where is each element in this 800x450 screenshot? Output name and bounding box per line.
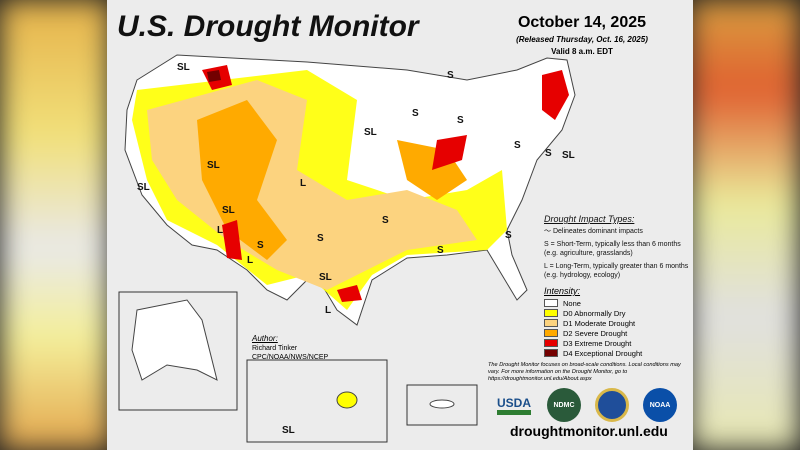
drought-map-frame: U.S. Drought Monitor October 14, 2025 (R…: [107, 0, 693, 450]
release-date: (Released Thursday, Oct. 16, 2025): [516, 35, 648, 44]
swatch: [544, 329, 558, 337]
hawaii-inset: [246, 359, 388, 443]
map-label: S: [447, 70, 454, 81]
map-label: SL: [222, 205, 235, 216]
map-label: S: [257, 240, 264, 251]
legend-item: D2 Severe Drought: [544, 328, 642, 338]
author-heading: Author:: [252, 334, 278, 343]
legend-label: D4 Exceptional Drought: [563, 348, 643, 358]
hawaii-islands: [336, 391, 358, 409]
intensity-title: Intensity:: [544, 286, 581, 296]
impact-long-term: L = Long-Term, typically greater than 6 …: [544, 263, 689, 279]
us-drought-map: [118, 54, 576, 443]
impact-line-icon: 〜: [544, 228, 553, 235]
valid-time: Valid 8 a.m. EDT: [551, 47, 613, 56]
map-label: SL: [207, 160, 220, 171]
swatch: [544, 309, 558, 317]
legend-item: None: [544, 298, 642, 308]
page-title: U.S. Drought Monitor: [117, 10, 419, 43]
alaska-inset: [118, 291, 238, 411]
impact-short-term: S = Short-Term, typically less than 6 mo…: [544, 241, 681, 257]
usda-logo-text: USDA: [496, 395, 531, 410]
swatch: [544, 349, 558, 357]
map-label: SL: [364, 127, 377, 138]
map-label: S: [514, 140, 521, 151]
blurred-background-left: [0, 0, 110, 450]
author-org: CPC/NOAA/NWS/NCEP: [252, 354, 329, 361]
puerto-rico-inset: [406, 384, 478, 426]
swatch: [544, 299, 558, 307]
puerto-rico-shape: [429, 399, 455, 409]
map-label: S: [545, 148, 552, 159]
map-label: SL: [177, 62, 190, 73]
impact-types-legend: Drought Impact Types: 〜 Delineates domin…: [544, 215, 693, 284]
author-block: Author: Richard Tinker CPC/NOAA/NWS/NCEP: [252, 334, 328, 362]
legend-item: D1 Moderate Drought: [544, 318, 642, 328]
alaska-shape: [131, 299, 218, 381]
doc-seal-logo: [595, 388, 629, 422]
map-label: SL: [319, 272, 332, 283]
map-date: October 14, 2025: [517, 14, 647, 31]
map-label: S: [382, 215, 389, 226]
d3-region-oh: [432, 135, 467, 170]
map-label: SL: [137, 182, 150, 193]
legend-label: D1 Moderate Drought: [563, 318, 636, 328]
blurred-background-right: [690, 0, 800, 450]
legend-label: D2 Severe Drought: [563, 328, 628, 338]
noaa-logo: NOAA: [643, 388, 677, 422]
d4-region-mt: [207, 70, 221, 82]
map-label: L: [217, 225, 224, 236]
map-label: L: [247, 255, 254, 266]
legend-label: None: [563, 298, 581, 308]
map-label: SL: [562, 150, 575, 161]
d3-region-sw: [222, 220, 242, 260]
map-label: L: [325, 305, 332, 316]
website-url[interactable]: droughtmonitor.unl.edu: [510, 423, 668, 439]
swatch: [544, 339, 558, 347]
legend-label: D3 Extreme Drought: [563, 338, 632, 348]
legend-item: D4 Exceptional Drought: [544, 348, 642, 358]
partner-logos: USDA NDMC NOAA: [495, 388, 677, 422]
noaa-logo-text: NOAA: [649, 401, 671, 409]
swatch: [544, 319, 558, 327]
d3-region-tx: [337, 285, 362, 302]
map-label: L: [300, 178, 307, 189]
impact-delineates: Delineates dominant impacts: [552, 228, 643, 235]
map-label: S: [505, 230, 512, 241]
legend-label: D0 Abnormally Dry: [563, 308, 626, 318]
intensity-legend: Intensity: None D0 Abnormally Dry D1 Mod…: [544, 286, 642, 358]
ndmc-logo-text: NDMC: [553, 401, 575, 409]
author-name: Richard Tinker: [252, 345, 298, 352]
impact-title: Drought Impact Types:: [544, 214, 635, 224]
ndmc-logo: NDMC: [547, 388, 581, 422]
d2-region: [197, 100, 287, 260]
legend-item: D0 Abnormally Dry: [544, 308, 642, 318]
map-label: S: [457, 115, 464, 126]
legend-item: D3 Extreme Drought: [544, 338, 642, 348]
map-label: SL: [282, 425, 295, 436]
disclaimer-note: The Drought Monitor focuses on broad-sca…: [488, 362, 681, 382]
map-label: S: [437, 245, 444, 256]
map-label: S: [412, 108, 419, 119]
usda-logo: USDA: [495, 388, 533, 422]
d3-region-ne: [542, 70, 569, 120]
map-label: S: [317, 233, 324, 244]
